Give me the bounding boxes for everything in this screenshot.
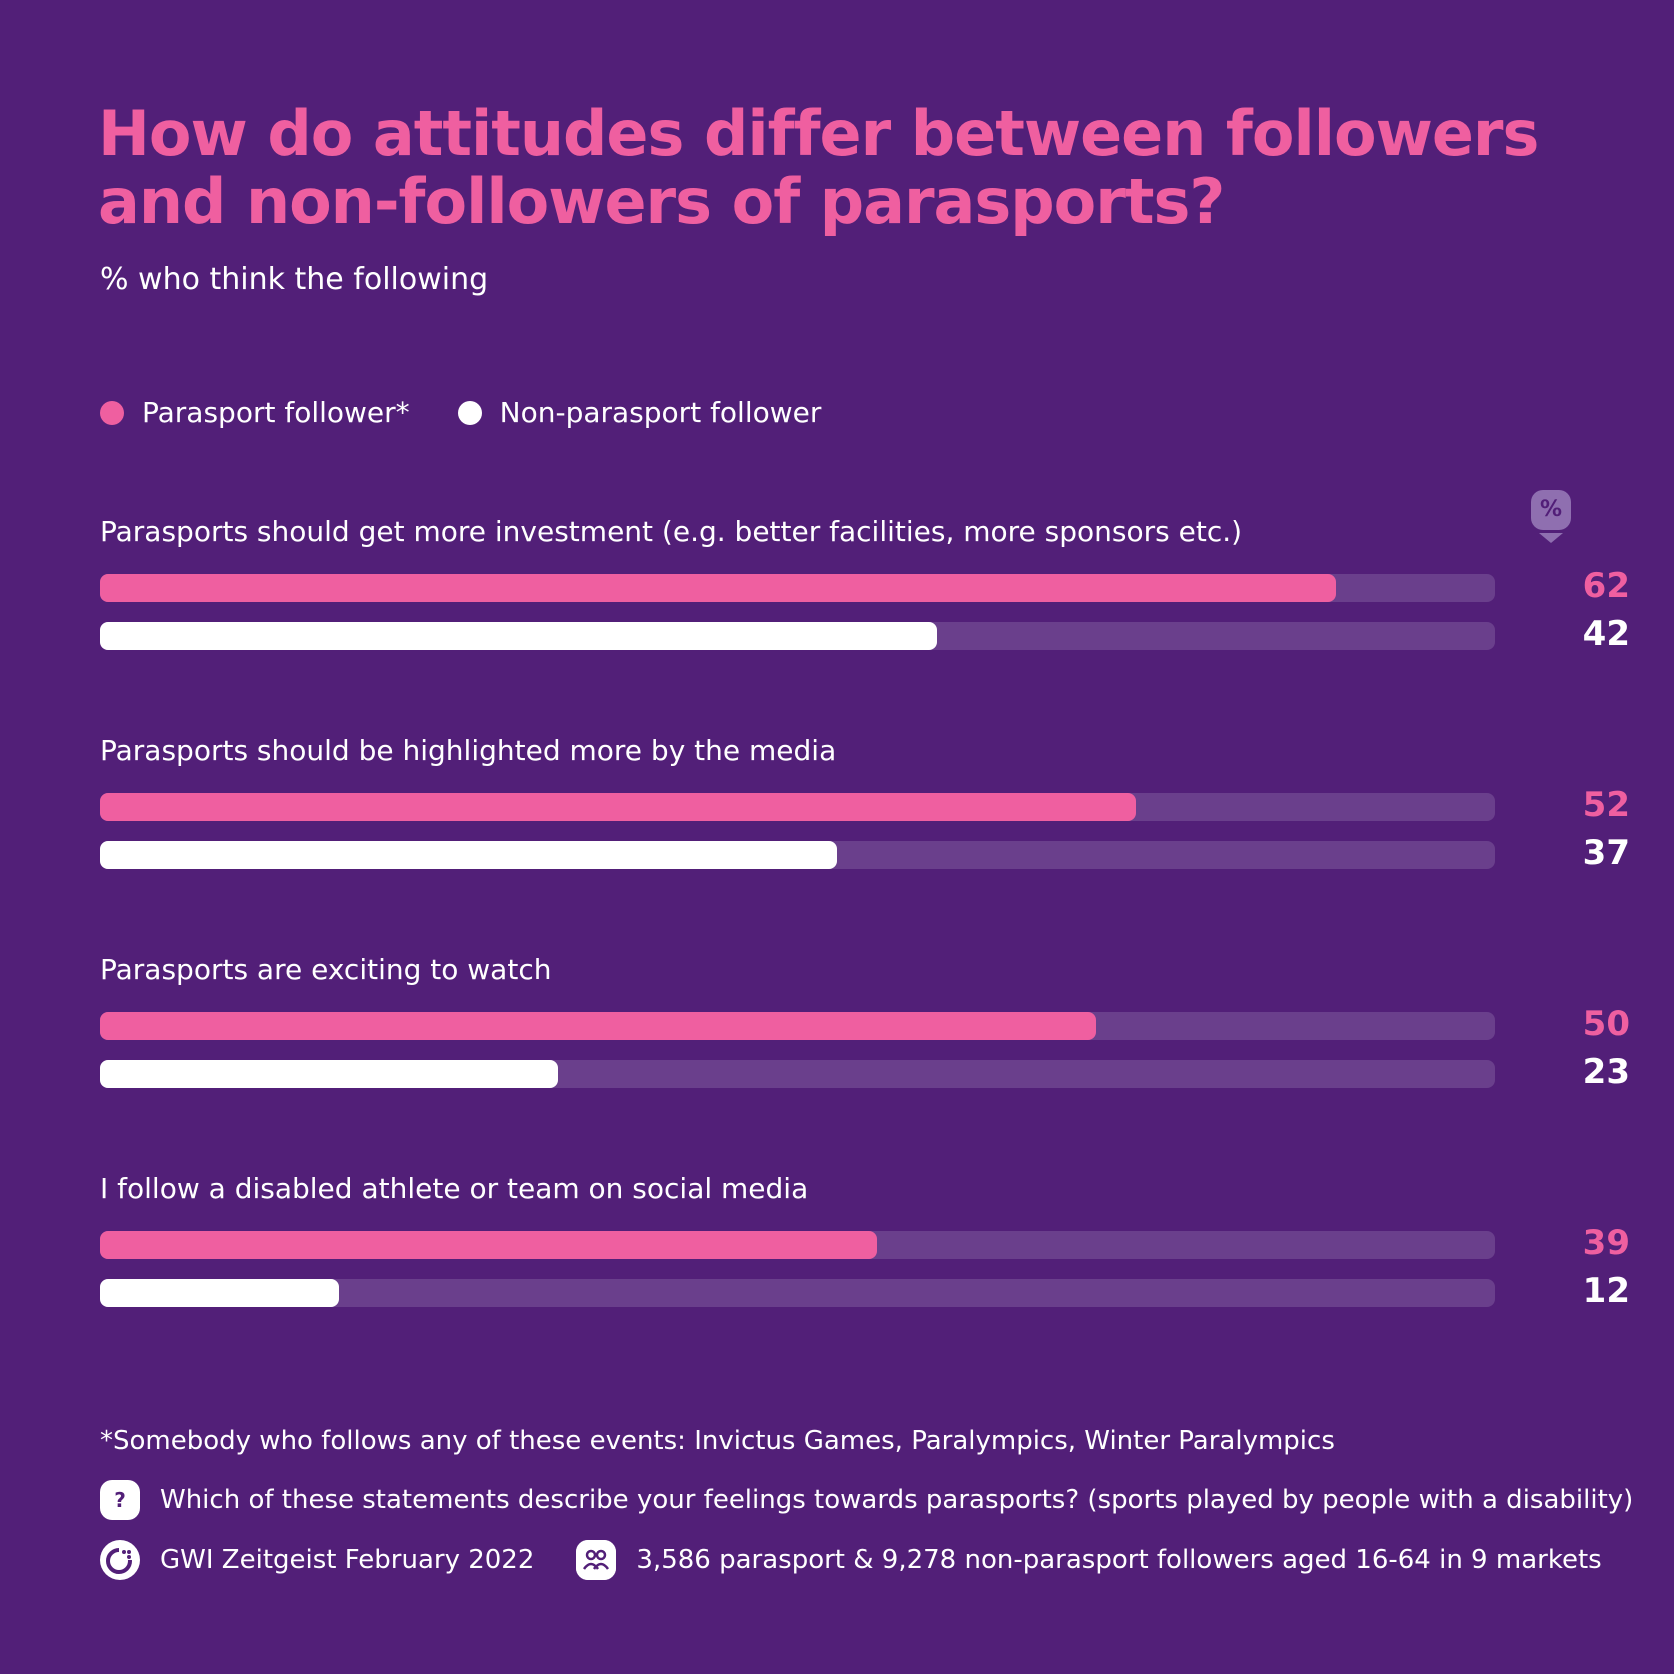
data-label: 52 [1582,785,1630,825]
data-label: 39 [1582,1223,1630,1263]
source-text: GWI Zeitgeist February 2022 [160,1545,535,1575]
legend-item-follower: Parasport follower* [100,396,410,429]
bar-group: 12 [100,1271,1674,1311]
bar-group: 62 [100,566,1674,606]
legend-item-non-follower: Non-parasport follower [457,396,822,429]
legend-dot-icon [457,400,482,425]
category-row: Parasports should get more investment (e… [100,512,1674,654]
gwi-logo-icon [100,1540,140,1580]
bar-follower [100,1012,1097,1040]
bar-group: 39 [100,1223,1674,1263]
bar-group: 52 [100,785,1674,825]
source-line: GWI Zeitgeist February 2022 3,586 parasp… [100,1540,1602,1580]
data-label: 42 [1582,614,1630,654]
data-label: 50 [1582,1004,1630,1044]
chart-title: How do attitudes differ between follower… [98,97,1539,238]
bar-follower [100,1231,878,1259]
data-label: 23 [1582,1052,1630,1092]
bar-group: 42 [100,614,1674,654]
legend-label: Parasport follower* [142,396,410,429]
bar-group: 37 [100,833,1674,873]
percent-pointer-icon [1539,533,1563,543]
question-icon: ? [100,1480,140,1520]
data-label: 37 [1582,833,1630,873]
percent-icon: % [1531,490,1571,530]
bar-non-follower [100,1279,340,1307]
bar-group: 50 [100,1004,1674,1044]
bar-follower [100,793,1137,821]
footnote: *Somebody who follows any of these event… [100,1426,1335,1456]
category-label: Parasports should be highlighted more by… [100,734,837,767]
bar-non-follower [100,1060,559,1088]
chart-subtitle: % who think the following [100,262,489,297]
legend-dot-icon [100,400,124,425]
category-row: Parasports are exciting to watch 50 23 [100,950,1674,1092]
category-label: Parasports are exciting to watch [100,953,552,986]
bar-follower [100,574,1336,602]
bar-non-follower [100,622,937,650]
question-text: Which of these statements describe your … [160,1485,1634,1515]
sample-text: 3,586 parasport & 9,278 non-parasport fo… [636,1545,1602,1575]
category-label: Parasports should get more investment (e… [100,515,1243,548]
category-row: Parasports should be highlighted more by… [100,731,1674,873]
data-label: 12 [1582,1271,1630,1311]
people-icon [576,1540,617,1580]
data-label: 62 [1582,566,1630,606]
bar-non-follower [100,841,838,869]
bar-group: 23 [100,1052,1674,1092]
legend: Parasport follower* Non-parasport follow… [100,396,869,429]
question-line: ? Which of these statements describe you… [100,1480,1633,1520]
legend-label: Non-parasport follower [499,396,822,429]
category-label: I follow a disabled athlete or team on s… [100,1172,809,1205]
category-row: I follow a disabled athlete or team on s… [100,1169,1674,1311]
